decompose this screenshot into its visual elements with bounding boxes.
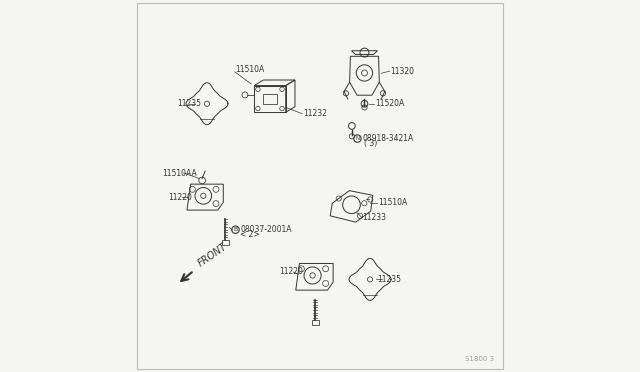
Text: 11220: 11220: [279, 267, 303, 276]
Text: FRONT: FRONT: [196, 241, 229, 268]
Text: 11233: 11233: [363, 213, 387, 222]
Text: 11220: 11220: [168, 193, 192, 202]
Text: 11520A: 11520A: [375, 99, 404, 108]
Text: 11510A: 11510A: [378, 198, 407, 207]
Text: 11320: 11320: [390, 67, 415, 76]
Text: N: N: [355, 136, 360, 141]
Text: 11510AA: 11510AA: [163, 169, 197, 177]
Text: B: B: [234, 227, 237, 232]
Text: S1800 3: S1800 3: [465, 356, 494, 362]
Text: < 2>: < 2>: [240, 230, 260, 240]
Text: 11232: 11232: [303, 109, 327, 118]
Text: 08918-3421A: 08918-3421A: [362, 134, 413, 143]
Text: ( 3): ( 3): [364, 139, 378, 148]
Text: 11510A: 11510A: [235, 65, 264, 74]
Text: 08037-2001A: 08037-2001A: [240, 225, 292, 234]
Text: 11235: 11235: [177, 99, 202, 108]
Text: 11235: 11235: [378, 275, 401, 284]
